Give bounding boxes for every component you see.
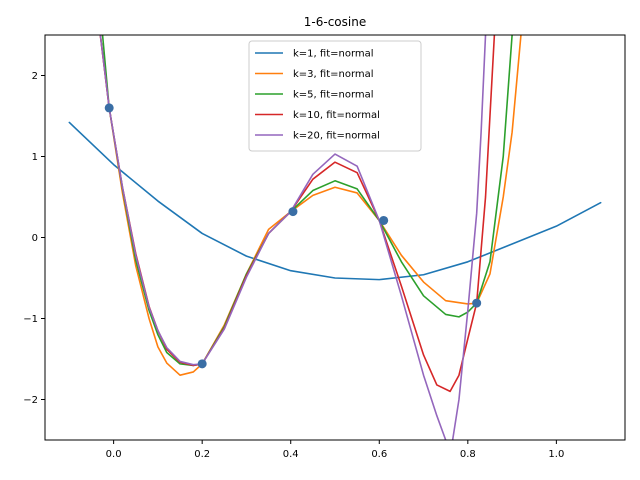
data-point [288, 207, 298, 217]
x-tick-label: 0.6 [371, 449, 387, 460]
legend-label: k=3, fit=normal [293, 69, 374, 80]
series-line-1 [68, 121, 602, 281]
y-tick-label: 1 [32, 152, 38, 163]
data-point [379, 215, 389, 225]
legend-label: k=10, fit=normal [293, 110, 380, 121]
x-tick-label: 0.4 [283, 449, 299, 460]
chart-title: 1-6-cosine [304, 15, 366, 29]
series-line-5 [99, 35, 487, 440]
data-point [104, 103, 114, 113]
data-point [472, 298, 482, 308]
x-tick-label: 0.2 [194, 449, 210, 460]
data-point [197, 359, 207, 369]
legend-label: k=20, fit=normal [293, 131, 380, 142]
x-axis: 0.0 0.2 0.4 0.6 0.8 1.0 [106, 440, 564, 460]
y-axis: −2 −1 0 1 2 [23, 71, 45, 406]
x-tick-label: 0.0 [106, 449, 122, 460]
legend-box [248, 40, 422, 152]
x-tick-label: 1.0 [548, 449, 564, 460]
x-tick-label: 0.8 [460, 449, 476, 460]
y-tick-label: −1 [23, 314, 38, 325]
points-layer [104, 103, 482, 369]
y-tick-label: 0 [32, 233, 38, 244]
legend-label: k=1, fit=normal [293, 49, 374, 60]
y-tick-label: −2 [23, 395, 38, 406]
y-tick-label: 2 [32, 71, 38, 82]
legend-label: k=5, fit=normal [293, 90, 374, 101]
legend: k=1, fit=normal k=3, fit=normal k=5, fit=n… [248, 40, 422, 152]
